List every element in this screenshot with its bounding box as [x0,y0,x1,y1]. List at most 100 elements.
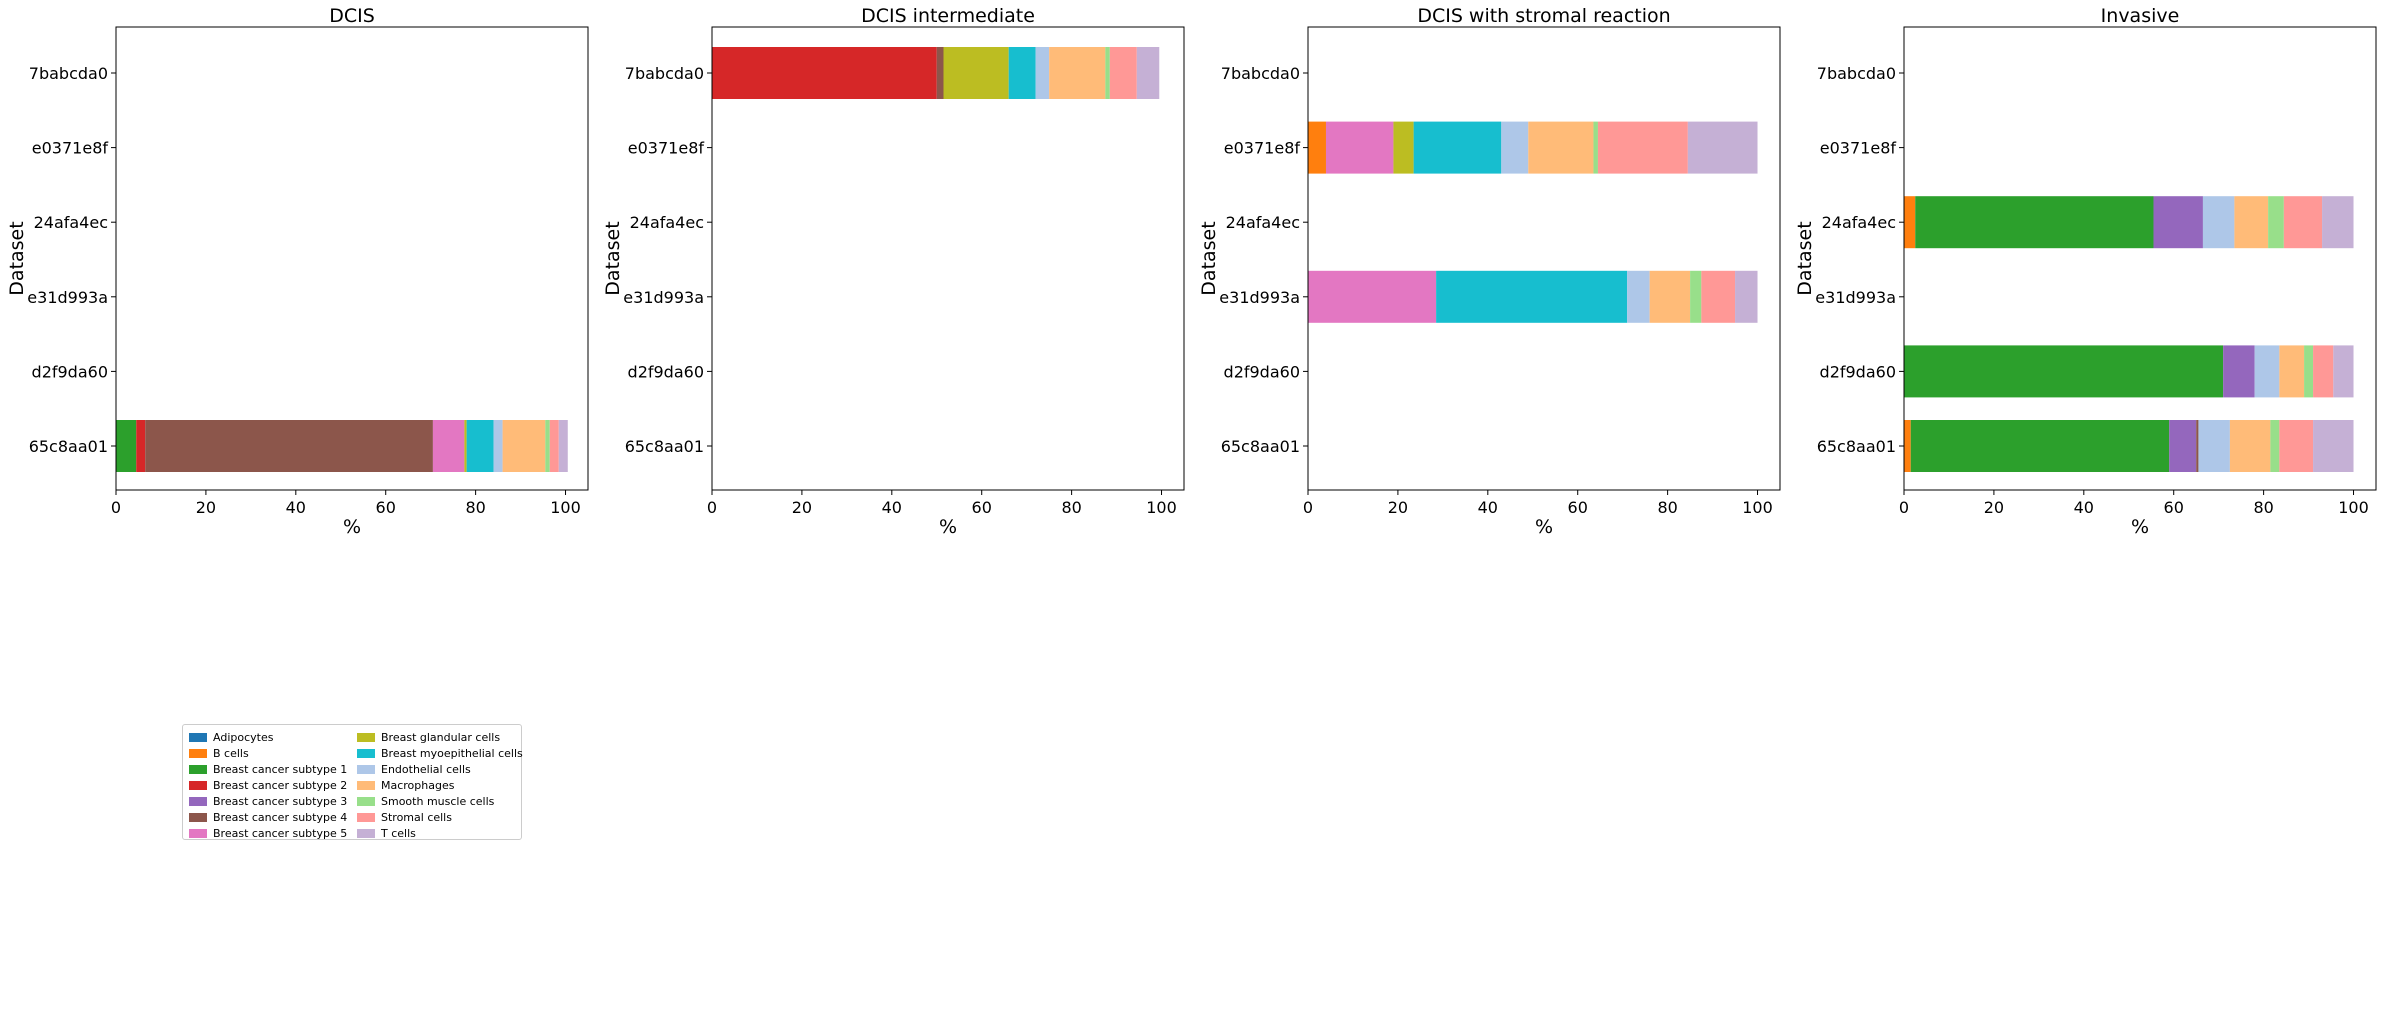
y-tick-label: 7babcda0 [625,64,704,83]
bar-segment [549,420,559,472]
legend-entry: Breast cancer subtype 2 [189,777,357,793]
bar-segment [1649,270,1691,323]
x-tick-label: 20 [1984,498,2004,517]
bar-segment [1687,121,1758,174]
y-tick-label: e0371e8f [32,139,109,158]
x-axis-label: % [2131,516,2149,538]
bar-segment [1904,420,1911,472]
y-tick-label: d2f9da60 [1224,362,1300,381]
legend-entry: Breast cancer subtype 4 [189,809,357,825]
bar-segment [466,420,494,472]
panel-1: DCIS intermediate 7babcda0 e0371e8f 24afa4e… [602,5,1185,538]
bar-segment [1308,121,1326,174]
bar-segment [1501,121,1529,174]
legend: Adipocytes B cells Breast cancer subtype 1… [182,724,525,841]
y-axis-label: Dataset [602,221,624,295]
y-axis-label: Dataset [1794,221,1816,295]
bar-segment [712,47,937,99]
legend-swatch [357,780,375,790]
y-tick-label: d2f9da60 [628,362,704,381]
y-tick-label: 24afa4ec [1822,213,1896,232]
bar-segment [1008,47,1036,99]
x-tick-label: 100 [1742,498,1773,517]
panel-title: Invasive [2101,5,2180,27]
legend-entry: Breast myoepithelial cells [357,745,525,761]
bar-segment [464,420,467,472]
x-tick-label: 40 [1478,498,1498,517]
x-axis-label: % [1535,516,1553,538]
legend-label: Adipocytes [213,730,274,744]
y-tick-label: e31d993a [1815,288,1896,307]
legend-label: Stromal cells [381,810,452,824]
x-tick-label: 60 [972,498,992,517]
panel-title: DCIS with stromal reaction [1417,5,1670,27]
bar-segment [2322,196,2354,249]
y-tick-label: 65c8aa01 [625,437,704,456]
x-tick-label: 0 [707,498,717,517]
x-tick-label: 100 [550,498,581,517]
y-tick-label: 24afa4ec [34,213,108,232]
bar-segment [2169,420,2197,472]
y-tick-label: 7babcda0 [1221,64,1300,83]
legend-label: Breast myoepithelial cells [381,746,523,760]
bar-segment [1109,47,1137,99]
bar-segment [2268,196,2284,249]
plot-frame [1307,26,1781,491]
x-tick-label: 80 [465,498,485,517]
y-tick-label: 7babcda0 [1817,64,1896,83]
y-tick-label: d2f9da60 [1820,362,1896,381]
x-tick-label: 60 [1568,498,1588,517]
bar-segment [493,420,503,472]
bar-segment [1413,121,1502,174]
legend-swatch [189,796,207,806]
bar-segment [2229,420,2271,472]
legend-entry: B cells [189,745,357,761]
legend-label: Macrophages [381,778,455,792]
x-tick-label: 0 [1899,498,1909,517]
y-tick-label: e0371e8f [1224,139,1301,158]
x-tick-label: 40 [882,498,902,517]
legend-entry: Stromal cells [357,809,525,825]
bar-segment [1701,270,1736,323]
bar-segment [2202,196,2235,249]
legend-swatch [189,732,207,742]
legend-swatch [189,780,207,790]
panel-2: DCIS with stromal reaction 7babcda0 e0371e… [1198,5,1781,538]
bar-segment [2279,420,2314,472]
y-tick-label: e0371e8f [628,139,705,158]
legend-swatch [357,796,375,806]
legend-entry: Endothelial cells [357,761,525,777]
bar-segment [2153,196,2203,249]
y-tick-label: e0371e8f [1820,139,1897,158]
bar-segment [2223,345,2255,398]
bar-segment [1735,270,1758,323]
panel-title: DCIS intermediate [861,5,1035,27]
legend-label: B cells [213,746,249,760]
x-tick-label: 80 [1061,498,1081,517]
bar-segment [936,47,944,99]
legend-label: Smooth muscle cells [381,794,495,808]
x-tick-label: 0 [1303,498,1313,517]
legend-swatch [357,828,375,838]
y-tick-label: 7babcda0 [29,64,108,83]
legend-label: Breast cancer subtype 2 [213,778,348,792]
y-tick-label: 65c8aa01 [1817,437,1896,456]
bar-segment [2254,345,2280,398]
bar-segment [1597,121,1688,174]
legend-entry: T cells [357,825,525,841]
bar-segment [432,420,465,472]
x-tick-label: 80 [1657,498,1677,517]
bar-segment [2333,345,2354,398]
bar-segment [1136,47,1160,99]
plot-frame [115,26,589,491]
y-tick-label: 65c8aa01 [29,437,108,456]
x-tick-label: 40 [286,498,306,517]
plot-frame [711,26,1185,491]
bar-segment [116,420,137,472]
legend-swatch [189,764,207,774]
y-tick-label: 65c8aa01 [1221,437,1300,456]
legend-swatch [189,748,207,758]
x-tick-label: 100 [1146,498,1177,517]
bar-segment [2283,196,2323,249]
x-axis-label: % [939,516,957,538]
